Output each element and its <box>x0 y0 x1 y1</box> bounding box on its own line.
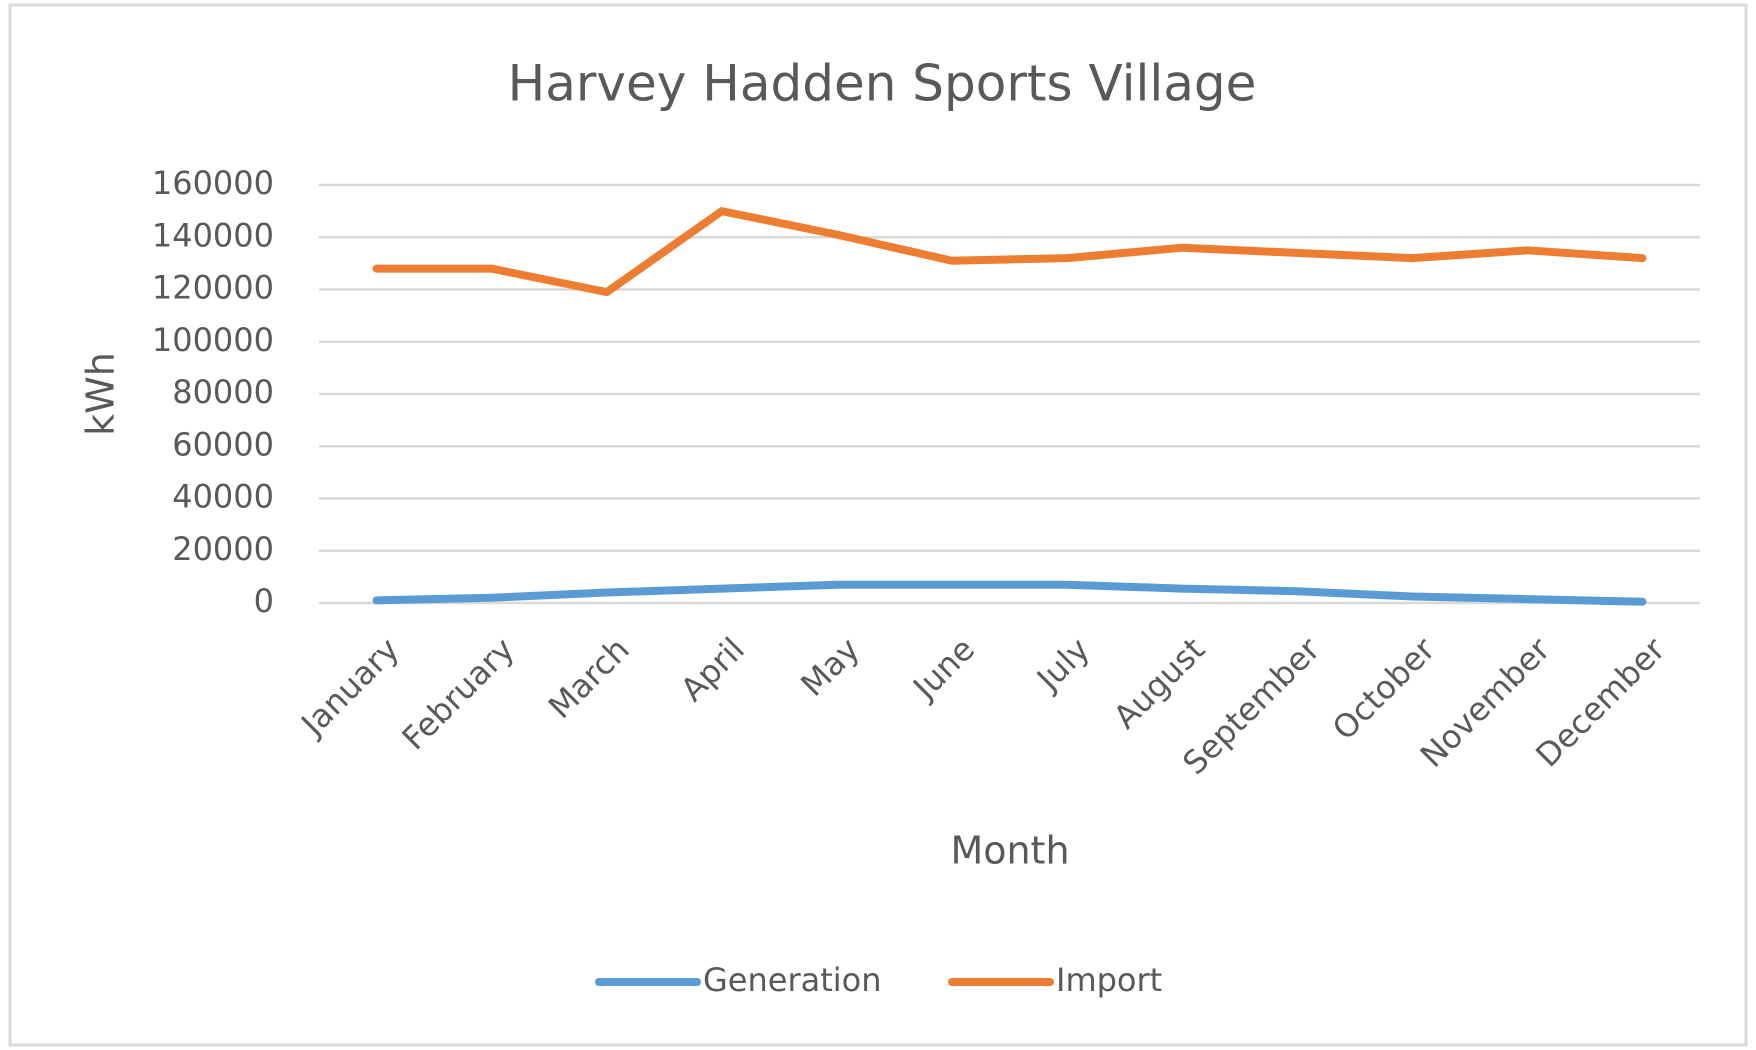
series-line <box>372 580 1647 606</box>
y-tick-label: 160000 <box>152 164 274 202</box>
y-axis-label: kWh <box>79 352 123 436</box>
y-tick-label: 40000 <box>172 478 274 516</box>
y-tick-label: 100000 <box>152 321 274 359</box>
chart-border <box>8 3 1748 1047</box>
y-tick-label: 140000 <box>152 216 274 254</box>
y-tick-label: 120000 <box>152 269 274 307</box>
legend-label: Import <box>1056 961 1162 999</box>
legend-label: Generation <box>703 961 882 999</box>
y-tick-label: 80000 <box>172 373 274 411</box>
chart-title: Harvey Hadden Sports Village <box>508 55 1257 113</box>
x-axis-label: Month <box>950 829 1069 873</box>
y-tick-label: 60000 <box>172 425 274 463</box>
y-tick-label: 20000 <box>172 530 274 568</box>
series-line <box>372 207 1647 297</box>
y-tick-label: 0 <box>254 582 274 620</box>
